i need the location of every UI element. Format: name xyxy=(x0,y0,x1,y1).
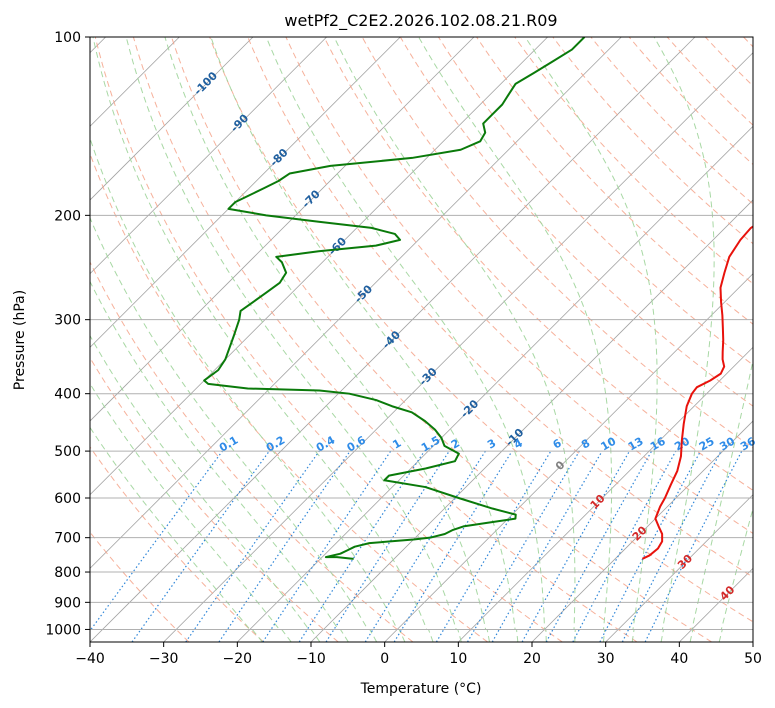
temperature-profile-line xyxy=(641,225,753,560)
moist-adiabat-line xyxy=(90,426,263,642)
moist-adiabat-line xyxy=(90,334,321,642)
y-tick-label: 200 xyxy=(54,208,81,224)
y-axis-title: Pressure (hPa) xyxy=(12,290,28,390)
dry-adiabat-line xyxy=(132,37,638,642)
isotherm-line xyxy=(531,420,753,642)
mixing-ratio-line xyxy=(393,450,513,642)
x-tick-label: 40 xyxy=(670,651,688,667)
x-axis-title: Temperature (°C) xyxy=(360,681,482,697)
x-tick-label: −10 xyxy=(296,651,326,667)
isotherm-line xyxy=(605,494,753,642)
x-axis: −40 −30 −20 −10 0 10 20 30 40 50 xyxy=(75,642,762,667)
y-tick-label: 500 xyxy=(54,444,81,460)
isotherm-line xyxy=(163,52,753,642)
y-tick-label: 600 xyxy=(54,491,81,507)
mixing-ratio-line xyxy=(185,450,320,642)
y-tick-label: 1000 xyxy=(45,622,81,638)
plot-frame xyxy=(89,36,754,643)
dry-adiabat-line xyxy=(285,37,753,535)
dry-adiabat-line xyxy=(90,446,264,642)
mixing-ratio-line xyxy=(90,450,223,632)
moist-adiabat-line xyxy=(90,216,378,642)
moist-adiabat-line xyxy=(125,37,462,642)
moist-adiabat-line xyxy=(718,506,753,642)
moist-adiabat-line xyxy=(210,37,519,642)
isotherm-line xyxy=(90,37,696,642)
y-axis: 100 200 300 400 500 600 700 800 900 1000 xyxy=(45,30,90,638)
dry-adiabat-line xyxy=(476,37,753,325)
mixing-ratio-line xyxy=(131,450,270,642)
dry-adiabat-line xyxy=(171,37,713,642)
y-tick-label: 400 xyxy=(54,387,81,403)
x-tick-label: 30 xyxy=(597,651,615,667)
chart-title: wetPf2_C2E2.2026.102.08.21.R09 xyxy=(284,11,557,31)
isotherm-line xyxy=(458,346,753,642)
y-tick-label: 300 xyxy=(54,313,81,329)
mixing-ratio-line xyxy=(325,450,450,642)
mixing-ratio-line xyxy=(262,450,392,642)
mixing-ratio-line xyxy=(298,450,425,642)
x-tick-label: 50 xyxy=(744,651,762,667)
x-tick-label: 10 xyxy=(449,651,467,667)
mixing-ratio-line xyxy=(545,450,653,642)
moist-adiabat-line xyxy=(418,37,613,642)
mixing-ratio-line xyxy=(572,450,677,642)
isotherm-line xyxy=(90,37,622,569)
x-tick-label: 20 xyxy=(523,651,541,667)
moist-adiabat-line xyxy=(653,37,715,642)
isotherm-line xyxy=(90,37,475,422)
x-tick-label: −40 xyxy=(75,651,105,667)
isotherm-line xyxy=(384,273,753,642)
y-tick-label: 700 xyxy=(54,531,81,547)
x-tick-label: 0 xyxy=(380,651,389,667)
dry-adiabat-line xyxy=(514,37,753,285)
x-tick-label: −30 xyxy=(149,651,179,667)
dry-adiabat-line xyxy=(209,37,753,623)
moist-adiabat-line xyxy=(90,382,292,642)
isotherm-line xyxy=(90,37,401,348)
dewpoint-profile-line xyxy=(203,37,586,560)
moist-adiabat-line xyxy=(689,358,753,642)
mixing-ratio-line xyxy=(521,450,631,642)
dry-adiabat-line xyxy=(323,37,753,491)
isotherm-line xyxy=(90,37,254,201)
dry-adiabat-line xyxy=(90,356,339,642)
moist-adiabat-line xyxy=(90,136,406,642)
y-tick-label: 100 xyxy=(54,30,81,46)
moist-adiabat-line xyxy=(333,37,576,642)
y-tick-label: 800 xyxy=(54,565,81,581)
moist-adiabat-line xyxy=(265,37,547,642)
dry-adiabat-line xyxy=(94,37,563,642)
x-tick-label: −20 xyxy=(223,651,253,667)
moist-adiabat-line xyxy=(524,37,658,642)
moist-adiabat-line xyxy=(92,37,434,642)
mixing-ratio-line xyxy=(218,450,351,642)
isotherm-line xyxy=(90,37,327,275)
dry-adiabat-line xyxy=(90,260,414,642)
moist-adiabat-line xyxy=(164,37,490,642)
data-series xyxy=(203,37,753,560)
isotherm-line xyxy=(237,125,753,642)
y-tick-label: 900 xyxy=(54,595,81,611)
background-lines xyxy=(90,37,753,642)
isotherm-line xyxy=(90,37,548,496)
dry-adiabat-line xyxy=(247,37,753,578)
mixing-ratio-line xyxy=(644,450,743,642)
